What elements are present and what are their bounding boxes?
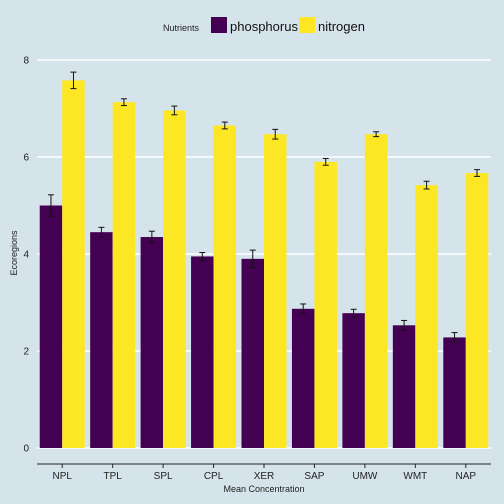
y-tick-label: 4 [23, 250, 29, 261]
bar-nitrogen-TPL [112, 102, 136, 448]
bars [39, 80, 489, 449]
x-tick-label: SAP [304, 471, 324, 482]
legend-swatch-phosphorus [211, 17, 227, 33]
error-bar-nitrogen-NAP [474, 169, 481, 177]
bar-phosphorus-XER [241, 258, 264, 448]
x-tick-label: XER [254, 471, 275, 482]
error-bar-phosphorus-SAP [300, 303, 307, 315]
bar-nitrogen-UMW [364, 134, 388, 448]
legend-title: Nutrients [163, 23, 200, 33]
bar-phosphorus-SAP [291, 308, 315, 448]
bar-nitrogen-NAP [465, 173, 489, 448]
bar-nitrogen-SAP [314, 161, 337, 448]
x-tick-label: UMW [352, 471, 378, 482]
bar-phosphorus-NPL [39, 205, 63, 448]
x-tick-label: TPL [103, 471, 122, 482]
error-bar-nitrogen-UMW [373, 131, 380, 138]
bar-phosphorus-CPL [191, 256, 214, 448]
error-bar-phosphorus-XER [249, 249, 256, 269]
error-bar-phosphorus-NPL [47, 194, 54, 217]
bar-nitrogen-SPL [163, 110, 186, 448]
error-bar-nitrogen-CPL [221, 121, 228, 130]
bar-nitrogen-CPL [213, 125, 237, 448]
bar-phosphorus-NAP [443, 337, 466, 448]
x-tick-label: NPL [52, 471, 72, 482]
x-tick-label: CPL [204, 471, 224, 482]
bar-nitrogen-NPL [62, 80, 85, 449]
bar-phosphorus-WMT [392, 325, 416, 448]
x-axis-ticks: NPL TPL SPL CPL XER SAP UMW WMT NAP [52, 464, 476, 482]
legend-label-phosphorus: phosphorus [230, 19, 298, 34]
y-tick-label: 6 [23, 153, 29, 164]
x-tick-label: SPL [154, 471, 173, 482]
error-bar-nitrogen-TPL [120, 98, 127, 107]
error-bar-phosphorus-UMW [350, 308, 357, 318]
error-bar-nitrogen-WMT [423, 180, 430, 190]
legend-swatch-nitrogen [299, 17, 315, 33]
error-bar-nitrogen-SAP [322, 157, 329, 166]
y-axis-title: Ecoregions [9, 230, 19, 276]
bar-nitrogen-XER [264, 134, 287, 448]
bar-nitrogen-WMT [415, 185, 438, 448]
error-bar-phosphorus-WMT [401, 319, 408, 331]
error-bar-phosphorus-NAP [451, 332, 458, 343]
y-tick-label: 0 [23, 444, 29, 455]
x-axis-title: Mean Concentration [223, 484, 304, 494]
error-bars [47, 71, 481, 343]
error-bar-phosphorus-SPL [148, 230, 155, 244]
error-bar-nitrogen-SPL [171, 105, 178, 116]
y-tick-label: 2 [23, 347, 29, 358]
x-tick-label: NAP [455, 471, 476, 482]
bar-phosphorus-UMW [342, 313, 365, 448]
bar-phosphorus-SPL [140, 237, 164, 448]
error-bar-nitrogen-XER [272, 128, 279, 140]
x-tick-label: WMT [403, 471, 427, 482]
bar-phosphorus-TPL [90, 232, 113, 448]
error-bar-phosphorus-CPL [199, 252, 206, 261]
legend-label-nitrogen: nitrogen [318, 19, 365, 34]
legend: Nutrients phosphorus nitrogen [163, 17, 365, 34]
error-bar-phosphorus-TPL [98, 226, 105, 238]
error-bar-nitrogen-NPL [70, 71, 77, 90]
y-axis-ticks: 0 2 4 6 8 [23, 56, 29, 455]
y-tick-label: 8 [23, 56, 29, 67]
